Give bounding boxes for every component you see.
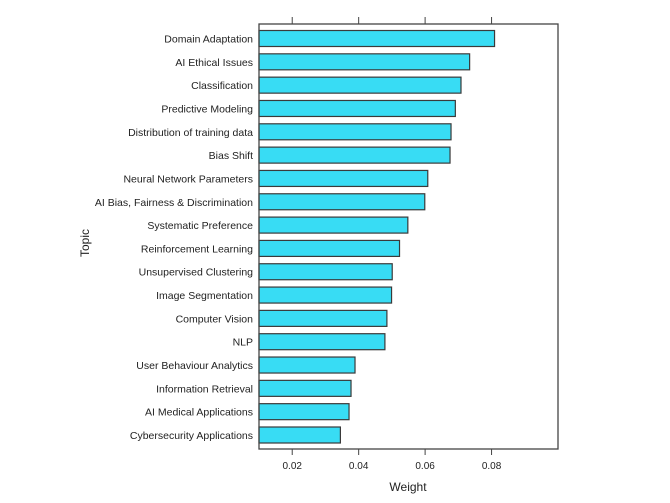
bar [258, 263, 393, 281]
bar [258, 309, 388, 327]
category-label: Computer Vision [176, 313, 254, 325]
category-label: Cybersecurity Applications [130, 430, 253, 442]
y-axis-label: Topic [78, 229, 92, 257]
category-label: AI Bias, Fairness & Discrimination [95, 197, 253, 209]
x-tick-label: 0.04 [349, 461, 369, 472]
category-label: AI Ethical Issues [175, 57, 253, 69]
x-tick-label: 0.06 [415, 461, 435, 472]
category-label: Domain Adaptation [164, 34, 253, 46]
bar [258, 29, 496, 48]
bar [258, 216, 409, 234]
category-label: Reinforcement Learning [141, 243, 253, 255]
bar [258, 379, 352, 397]
category-label: Classification [191, 80, 253, 92]
bar [258, 123, 452, 141]
bar [258, 169, 429, 188]
x-axis-label: Weight [389, 480, 427, 494]
category-label: Image Segmentation [156, 290, 253, 302]
bar [258, 76, 462, 94]
category-label: Bias Shift [209, 150, 253, 162]
bar [258, 403, 350, 421]
category-label: Predictive Modeling [161, 103, 253, 115]
bar [258, 333, 386, 351]
category-label: Systematic Preference [147, 220, 253, 232]
category-label: User Behaviour Analytics [136, 360, 253, 372]
category-label: Distribution of training data [128, 127, 253, 139]
category-label: Neural Network Parameters [123, 173, 253, 185]
bar [258, 53, 471, 71]
x-axis-ticks: 0.02 0.04 0.06 0.08 [282, 17, 502, 472]
bar [258, 286, 393, 304]
x-tick-label: 0.02 [282, 461, 302, 472]
category-label: NLP [233, 337, 253, 349]
category-label: Information Retrieval [156, 383, 253, 395]
bar [258, 239, 401, 258]
bar [258, 426, 341, 444]
category-label: AI Medical Applications [145, 407, 253, 419]
bar [258, 356, 356, 374]
bar [258, 146, 451, 164]
bar [258, 99, 456, 118]
bars-group [258, 29, 496, 444]
x-tick-label: 0.08 [482, 461, 502, 472]
plot-frame [258, 23, 559, 450]
category-label: Unsupervised Clustering [139, 267, 254, 279]
bar [258, 193, 426, 211]
y-axis-labels: Domain Adaptation AI Ethical Issues Classi… [95, 34, 253, 443]
